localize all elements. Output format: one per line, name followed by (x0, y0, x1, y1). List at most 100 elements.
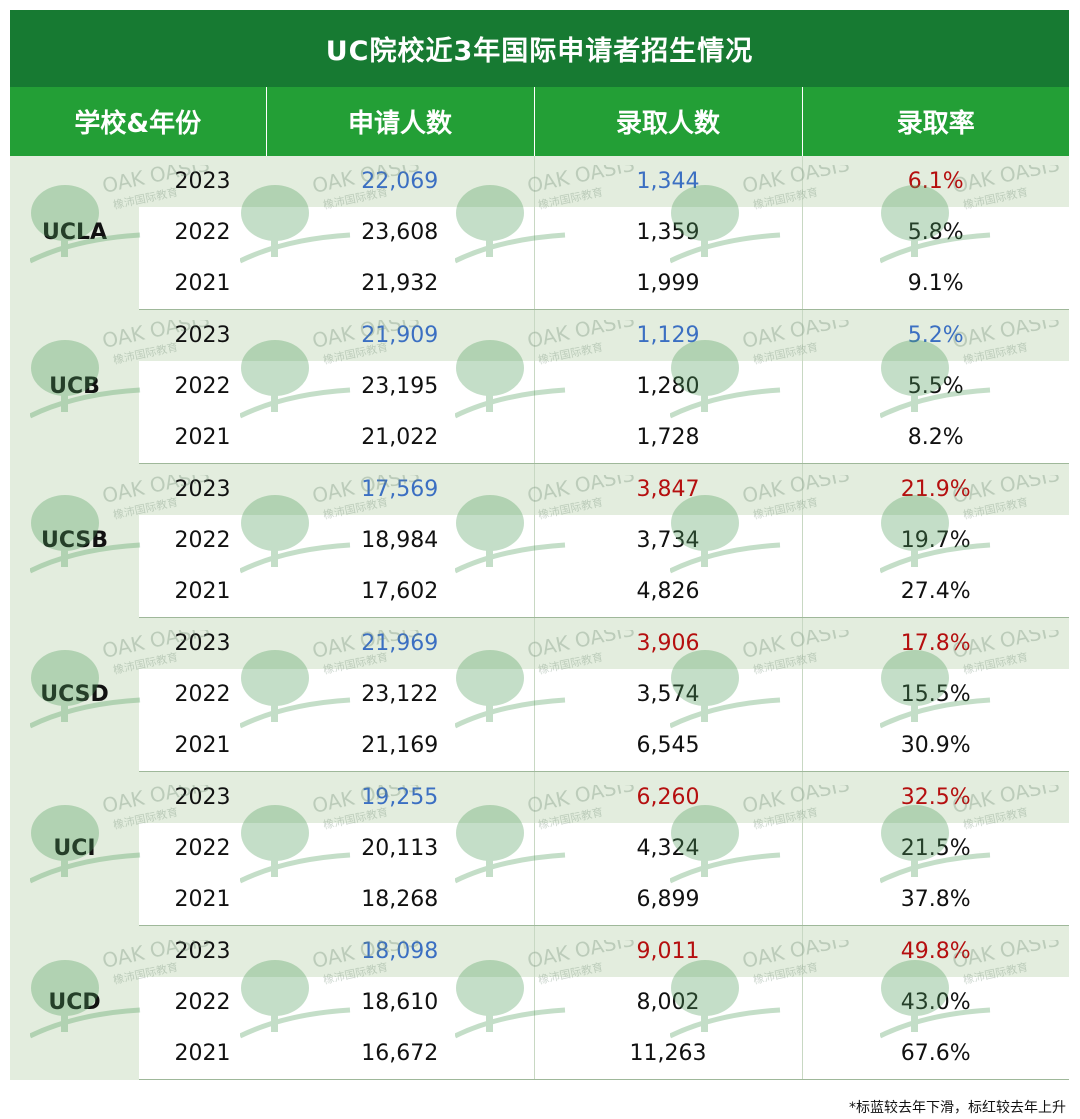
admitted-cell: 8,002 (534, 977, 803, 1028)
rate-cell: 9.1% (802, 258, 1069, 310)
admissions-table: 学校&年份 申请人数 录取人数 录取率 UCLA 2023 22,069 1,344 6… (10, 87, 1069, 1080)
applicants-cell: 21,169 (266, 720, 535, 772)
header-applicants: 申请人数 (266, 87, 535, 156)
table-row: 2021 21,932 1,999 9.1% (10, 258, 1069, 310)
applicants-cell: 18,268 (266, 874, 535, 926)
school-cell: UCSD (10, 617, 139, 772)
footnote: *标蓝较去年下滑，标红较去年上升 (849, 1100, 1066, 1116)
admitted-cell: 1,728 (534, 412, 803, 464)
admitted-cell: 6,260 (534, 771, 803, 823)
admitted-cell: 1,280 (534, 361, 803, 412)
admitted-cell: 1,359 (534, 207, 803, 258)
rate-cell: 21.9% (802, 463, 1069, 515)
year-cell: 2023 (139, 309, 266, 361)
admitted-cell: 9,011 (534, 925, 803, 977)
header-school-year: 学校&年份 (10, 87, 267, 156)
year-cell: 2023 (139, 617, 266, 669)
admitted-cell: 3,574 (534, 669, 803, 720)
admitted-cell: 3,734 (534, 515, 803, 566)
table-row: 2022 20,113 4,324 21.5% (10, 823, 1069, 874)
header-rate: 录取率 (802, 87, 1069, 156)
table-row: 2021 21,169 6,545 30.9% (10, 720, 1069, 772)
table-body: UCLA 2023 22,069 1,344 6.1% 2022 23,608 1,359 5.… (10, 156, 1069, 1080)
school-cell: UCLA (10, 156, 139, 310)
applicants-cell: 18,610 (266, 977, 535, 1028)
year-cell: 2022 (174, 682, 231, 707)
rate-cell: 5.2% (802, 309, 1069, 361)
table-row: UCSD 2023 21,969 3,906 17.8% (10, 617, 1069, 772)
applicants-cell: 17,569 (266, 463, 535, 515)
admitted-cell: 1,344 (534, 156, 803, 207)
year-cell: 2021 (139, 566, 266, 618)
table-title: UC院校近3年国际申请者招生情况 (10, 10, 1069, 87)
admitted-cell: 4,324 (534, 823, 803, 874)
school-cell: UCB (10, 309, 139, 464)
rate-cell: 30.9% (802, 720, 1069, 772)
admitted-cell: 1,129 (534, 309, 803, 361)
applicants-cell: 17,602 (266, 566, 535, 618)
admitted-cell: 3,906 (534, 617, 803, 669)
applicants-cell: 22,069 (266, 156, 535, 207)
rate-cell: 5.5% (907, 374, 964, 399)
year-cell: 2021 (139, 720, 266, 772)
rate-cell: 67.6% (802, 1028, 1069, 1080)
rate-cell: 21.5% (900, 836, 971, 861)
table-row: 2022 23,195 1,280 5.5% (10, 361, 1069, 412)
applicants-cell: 23,122 (266, 669, 535, 720)
rate-cell: 8.2% (802, 412, 1069, 464)
admitted-cell: 4,826 (534, 566, 803, 618)
admitted-cell: 6,545 (534, 720, 803, 772)
year-cell: 2022 (174, 528, 231, 553)
table-row: 2021 16,672 11,263 67.6% (10, 1028, 1069, 1080)
applicants-cell: 16,672 (266, 1028, 535, 1080)
year-cell: 2022 (174, 836, 231, 861)
table-row: 2022 23,608 1,359 5.8% (10, 207, 1069, 258)
applicants-cell: 21,969 (266, 617, 535, 669)
table-row: 2022 18,610 8,002 43.0% (10, 977, 1069, 1028)
year-cell: 2023 (139, 156, 266, 207)
year-cell: 2022 (174, 374, 231, 399)
table-row: UCI 2023 19,255 6,260 32.5% (10, 771, 1069, 926)
applicants-cell: 21,022 (266, 412, 535, 464)
rate-cell: 27.4% (802, 566, 1069, 618)
table-row: UCD 2023 18,098 9,011 49.8% (10, 925, 1069, 1080)
rate-cell: 15.5% (900, 682, 971, 707)
table-row: 2021 21,022 1,728 8.2% (10, 412, 1069, 464)
table-row: 2022 23,122 3,574 15.5% (10, 669, 1069, 720)
admitted-cell: 6,899 (534, 874, 803, 926)
header-row: 学校&年份 申请人数 录取人数 录取率 (10, 87, 1069, 156)
table-container: UC院校近3年国际申请者招生情况 学校&年份 申请人数 录取人数 录取率 UCL… (10, 10, 1069, 1080)
year-cell: 2021 (139, 412, 266, 464)
table-row: 2021 17,602 4,826 27.4% (10, 566, 1069, 618)
school-cell: UCD (10, 925, 139, 1080)
table-row: 2021 18,268 6,899 37.8% (10, 874, 1069, 926)
year-cell: 2023 (139, 463, 266, 515)
table-row: 2022 18,984 3,734 19.7% (10, 515, 1069, 566)
rate-cell: 19.7% (900, 528, 971, 553)
applicants-cell: 23,195 (266, 361, 535, 412)
applicants-cell: 20,113 (266, 823, 535, 874)
year-cell: 2022 (174, 990, 231, 1015)
school-cell: UCSB (10, 463, 139, 618)
admitted-cell: 11,263 (534, 1028, 803, 1080)
year-cell: 2022 (174, 220, 231, 245)
applicants-cell: 21,909 (266, 309, 535, 361)
year-cell: 2021 (139, 1028, 266, 1080)
school-cell: UCI (10, 771, 139, 926)
applicants-cell: 18,984 (266, 515, 535, 566)
table-row: UCSB 2023 17,569 3,847 21.9% (10, 463, 1069, 618)
admitted-cell: 3,847 (534, 463, 803, 515)
table-row: UCLA 2023 22,069 1,344 6.1% (10, 156, 1069, 310)
table-row: UCB 2023 21,909 1,129 5.2% (10, 309, 1069, 464)
year-cell: 2023 (139, 925, 266, 977)
applicants-cell: 19,255 (266, 771, 535, 823)
header-admitted: 录取人数 (534, 87, 803, 156)
rate-cell: 17.8% (802, 617, 1069, 669)
rate-cell: 43.0% (900, 990, 971, 1015)
year-cell: 2021 (139, 874, 266, 926)
rate-cell: 49.8% (802, 925, 1069, 977)
applicants-cell: 18,098 (266, 925, 535, 977)
rate-cell: 6.1% (802, 156, 1069, 207)
year-cell: 2021 (139, 258, 266, 310)
rate-cell: 32.5% (802, 771, 1069, 823)
